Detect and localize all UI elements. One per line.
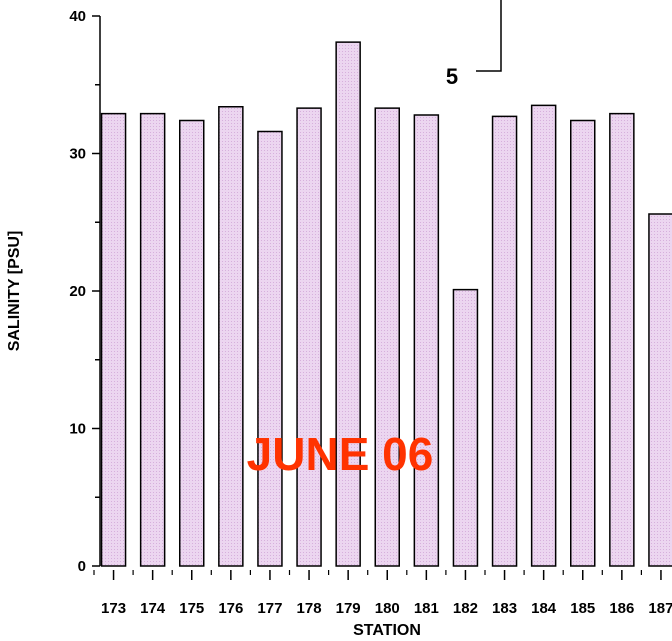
x-tick-label: 186 — [609, 600, 634, 617]
x-tick-label: 177 — [257, 600, 282, 617]
y-axis-title: SALINITY [PSU] — [6, 231, 23, 352]
bar-station-183 — [491, 115, 518, 567]
x-tick-label: 178 — [297, 600, 322, 617]
x-tick-label: 184 — [531, 600, 557, 617]
bar-station-178 — [296, 107, 322, 567]
x-axis-title: STATION — [353, 622, 421, 639]
x-axis-tick-labels: 173 174 175 176 177 178 179 180 181 182 183 184 185 1… — [101, 600, 672, 617]
bar-station-186 — [609, 112, 635, 567]
x-tick-label: 176 — [218, 600, 243, 617]
bar-station-184 — [530, 104, 557, 567]
bar-station-174 — [139, 112, 166, 567]
x-tick-label: 175 — [179, 600, 204, 617]
y-axis-tick-labels: 0 10 20 30 40 — [69, 8, 86, 575]
bar-station-173 — [100, 112, 127, 567]
x-tick-label: 174 — [140, 600, 166, 617]
y-tick-label: 20 — [69, 283, 86, 300]
x-tick-label: 181 — [414, 600, 439, 617]
bar-series — [100, 41, 672, 567]
bar-station-182 — [452, 288, 479, 567]
x-axis-ticks — [93, 570, 662, 580]
y-tick-label: 0 — [78, 558, 86, 575]
bar-station-175 — [179, 119, 205, 567]
y-tick-label: 30 — [69, 146, 86, 163]
x-tick-label: 183 — [492, 600, 517, 617]
bar-station-177 — [257, 130, 283, 567]
inset-label: 5 — [446, 64, 458, 89]
y-tick-label: 10 — [69, 421, 86, 438]
x-tick-label: 182 — [453, 600, 478, 617]
inset-bracket-line — [476, 0, 502, 72]
bar-station-176 — [218, 106, 244, 567]
bar-station-181 — [413, 114, 440, 567]
x-tick-label: 187 — [648, 600, 672, 617]
x-tick-label: 179 — [336, 600, 361, 617]
x-tick-label: 180 — [375, 600, 400, 617]
bar-station-185 — [570, 119, 596, 567]
bar-station-180 — [374, 107, 400, 567]
x-tick-label: 173 — [101, 600, 126, 617]
date-annotation: JUNE 06 — [247, 428, 434, 480]
y-axis-ticks — [92, 15, 100, 567]
y-tick-label: 40 — [69, 8, 86, 25]
bar-station-187 — [648, 213, 672, 567]
x-tick-label: 185 — [570, 600, 595, 617]
bar-station-179 — [335, 41, 361, 567]
